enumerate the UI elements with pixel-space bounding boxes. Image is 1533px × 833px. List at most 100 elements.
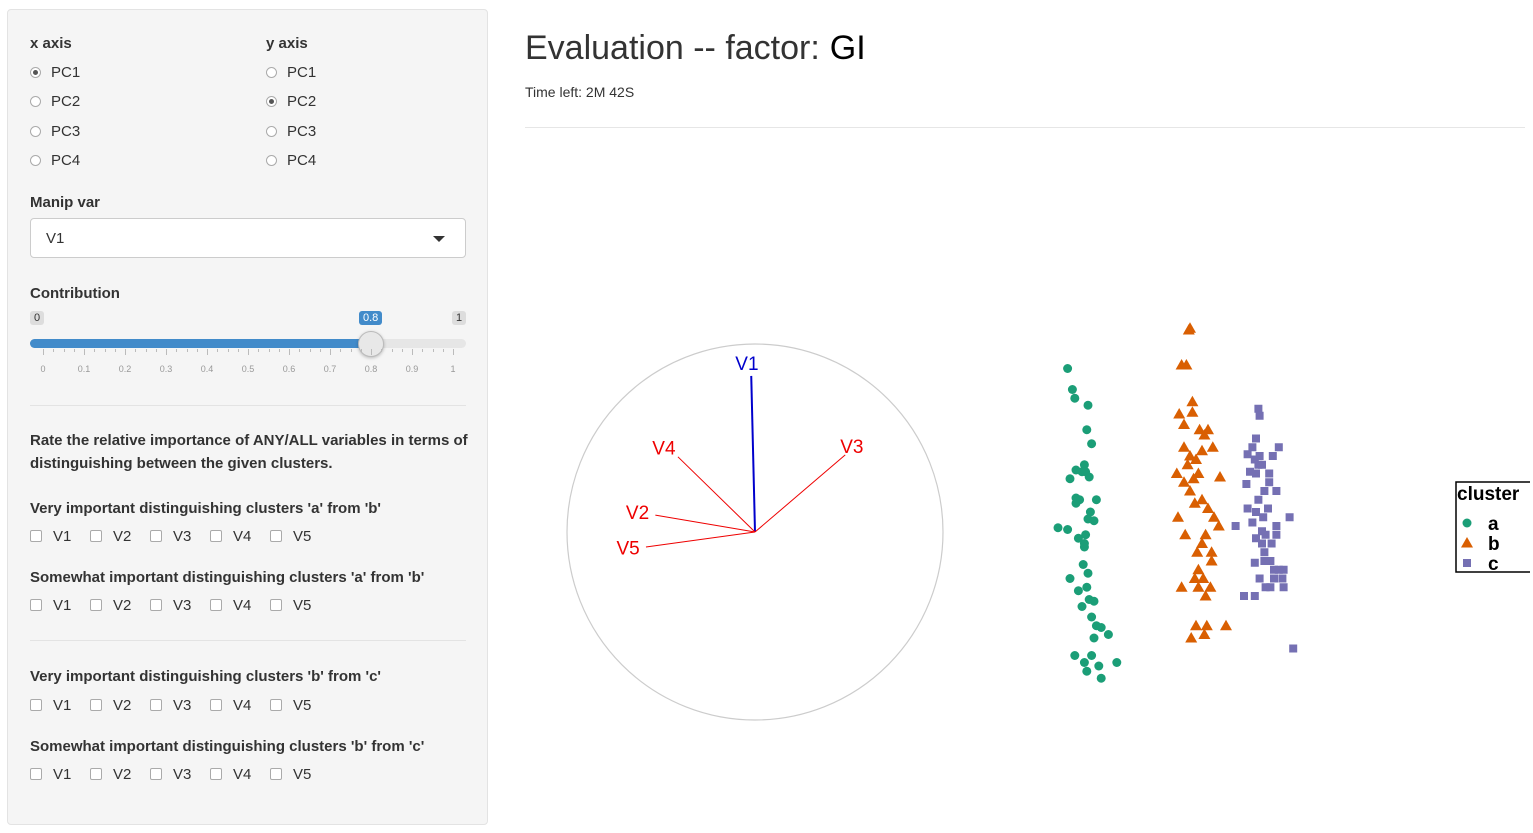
point-c (1279, 583, 1288, 592)
point-c (1250, 592, 1259, 600)
point-b (1178, 476, 1190, 487)
checkbox-box[interactable] (270, 599, 282, 611)
slider-tick (258, 349, 260, 352)
slider-tick (114, 349, 116, 352)
contribution-slider-track[interactable] (30, 339, 466, 348)
point-c (1270, 565, 1278, 574)
checkbox-box[interactable] (90, 699, 102, 711)
checkbox-v2[interactable]: V2 (90, 528, 150, 545)
y-axis-option-pc1[interactable]: PC1 (266, 62, 316, 82)
checkbox-box[interactable] (30, 530, 42, 542)
point-a (1071, 465, 1081, 475)
slider-tick-label: 0.4 (200, 364, 214, 374)
checkbox-v1[interactable]: V1 (30, 528, 90, 545)
checkbox-v2[interactable]: V2 (90, 697, 150, 714)
checkbox-v1[interactable]: V1 (30, 697, 90, 714)
axis-line-v1 (750, 375, 756, 533)
point-c (1274, 443, 1283, 452)
point-a (1070, 651, 1080, 660)
checkbox-v1[interactable]: V1 (30, 766, 90, 783)
point-b (1184, 450, 1196, 461)
checkbox-box[interactable] (30, 699, 42, 711)
point-c (1272, 522, 1281, 530)
caret-down-icon[interactable] (433, 236, 445, 242)
checkbox-box[interactable] (210, 768, 222, 780)
point-a (1082, 582, 1092, 592)
checkbox-box[interactable] (270, 768, 282, 780)
point-a (1063, 525, 1073, 534)
checkbox-v5[interactable]: V5 (270, 697, 330, 714)
slider-tick (299, 349, 301, 352)
point-a (1077, 602, 1087, 611)
group-b-c-very-checkboxes: V1 V2 V3 V4 V5 (30, 695, 330, 715)
checkbox-v2[interactable]: V2 (90, 597, 150, 614)
checkbox-box[interactable] (90, 599, 102, 611)
checkbox-v3[interactable]: V3 (150, 697, 210, 714)
checkbox-box[interactable] (270, 530, 282, 542)
checkbox-v3[interactable]: V3 (150, 597, 210, 614)
point-b (1173, 408, 1186, 419)
slider-tick (73, 349, 75, 352)
checkbox-v4[interactable]: V4 (210, 697, 270, 714)
checkbox-box[interactable] (150, 599, 162, 611)
x-axis-option-pc1[interactable]: PC1 (30, 62, 80, 82)
radio-button[interactable] (266, 66, 277, 78)
slider-tick (350, 349, 352, 352)
group-b-c-somewhat-label: Somewhat important distinguishing cluste… (30, 738, 425, 755)
point-a (1087, 439, 1097, 449)
checkbox-label: V5 (293, 696, 312, 714)
checkbox-v4[interactable]: V4 (210, 766, 270, 783)
manip-var-select[interactable]: V1 (30, 218, 466, 258)
checkbox-v1[interactable]: V1 (30, 597, 90, 614)
slider-tick (371, 349, 372, 355)
group-b-c-very-label: Very important distinguishing clusters '… (30, 668, 381, 685)
radio-label: PC4 (51, 151, 81, 169)
radio-button[interactable] (266, 154, 277, 166)
checkbox-box[interactable] (150, 768, 162, 780)
radio-button[interactable] (266, 95, 277, 107)
slider-tick (145, 349, 147, 352)
checkbox-v5[interactable]: V5 (270, 766, 330, 783)
radio-button[interactable] (30, 95, 41, 107)
point-b (1196, 493, 1208, 505)
checkbox-v4[interactable]: V4 (210, 597, 270, 614)
checkbox-box[interactable] (150, 699, 162, 711)
checkbox-v2[interactable]: V2 (90, 766, 150, 783)
radio-label: PC1 (287, 63, 317, 81)
radio-button[interactable] (266, 125, 277, 137)
x-axis-option-pc4[interactable]: PC4 (30, 150, 80, 170)
radio-button[interactable] (30, 125, 41, 137)
x-axis-option-pc2[interactable]: PC2 (30, 91, 80, 111)
checkbox-v3[interactable]: V3 (150, 766, 210, 783)
axis-line-v3 (754, 454, 846, 533)
point-b (1204, 581, 1217, 592)
point-a (1070, 393, 1080, 403)
checkbox-label: V1 (53, 765, 72, 783)
checkbox-v5[interactable]: V5 (270, 597, 330, 614)
checkbox-box[interactable] (210, 530, 222, 542)
checkbox-v4[interactable]: V4 (210, 528, 270, 545)
point-c (1242, 480, 1251, 488)
checkbox-v3[interactable]: V3 (150, 528, 210, 545)
checkbox-box[interactable] (30, 599, 42, 611)
checkbox-box[interactable] (90, 530, 102, 542)
checkbox-box[interactable] (210, 599, 222, 611)
checkbox-box[interactable] (210, 699, 222, 711)
checkbox-label: V2 (113, 696, 132, 714)
checkbox-v5[interactable]: V5 (270, 528, 330, 545)
radio-label: PC1 (51, 63, 81, 81)
y-axis-option-pc2[interactable]: PC2 (266, 91, 316, 111)
y-axis-option-pc3[interactable]: PC3 (266, 121, 316, 141)
checkbox-box[interactable] (270, 699, 282, 711)
y-axis-option-pc4[interactable]: PC4 (266, 150, 316, 170)
slider-tick (412, 349, 413, 355)
point-a (1071, 493, 1081, 503)
radio-button[interactable] (30, 154, 41, 166)
checkbox-box[interactable] (30, 768, 42, 780)
contribution-label: Contribution (30, 285, 120, 302)
checkbox-box[interactable] (150, 530, 162, 542)
radio-button[interactable] (30, 66, 41, 78)
x-axis-option-pc3[interactable]: PC3 (30, 121, 80, 141)
point-a (1089, 633, 1099, 643)
checkbox-box[interactable] (90, 768, 102, 780)
